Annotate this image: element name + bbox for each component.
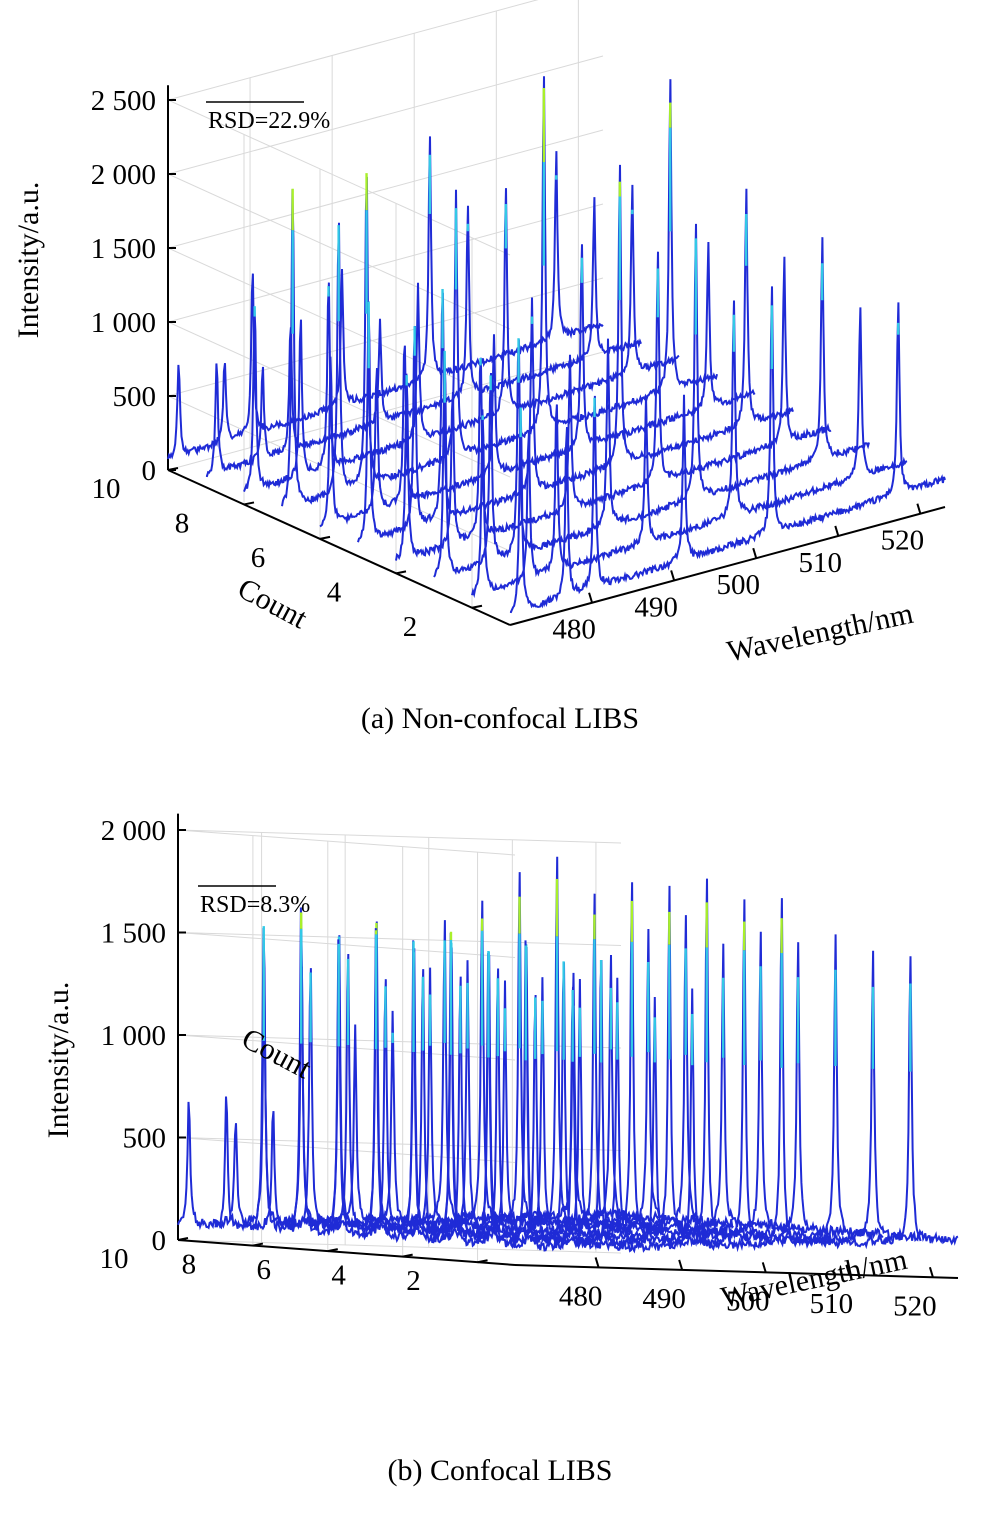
- z-tick-label: 2 500: [91, 85, 156, 117]
- y-tick: [319, 535, 331, 540]
- axes: 0 500 1 000 1 500 2 000 480 490 500 510 520 2 4 6 8 10: [100, 813, 959, 1322]
- y-tick: [167, 467, 179, 471]
- z-tick-label: 0: [142, 455, 157, 487]
- rsd-text: RSD=8.3%: [200, 892, 310, 918]
- z-tick-label: 2 000: [101, 815, 166, 847]
- spectra: [167, 76, 946, 614]
- x-tick-label: 480: [559, 1280, 603, 1312]
- x-tick-label: 520: [893, 1290, 937, 1322]
- x-tick-label: 490: [634, 591, 678, 623]
- y-tick-label: 10: [92, 473, 121, 505]
- z-tick-label: 500: [123, 1123, 167, 1155]
- panel-b: 0 500 1 000 1 500 2 000 480 490 500 510 520 2 4 6 8 10…: [42, 813, 959, 1487]
- y-tick: [177, 1237, 189, 1241]
- panel-caption: (a) Non-confocal LIBS: [361, 702, 639, 735]
- y-tick-label: 4: [327, 576, 342, 608]
- x-tick: [845, 1264, 851, 1276]
- rsd-text: RSD=22.9%: [208, 108, 330, 134]
- y-axis: [177, 1239, 516, 1266]
- y-tick: [402, 1253, 413, 1258]
- z-tick-label: 1 000: [91, 307, 156, 339]
- x-axis-label: Wavelength/nm: [724, 597, 916, 669]
- y-tick-label: 8: [182, 1249, 197, 1281]
- y-tick-label: 10: [100, 1243, 129, 1275]
- y-axis-label: Count: [236, 1022, 317, 1086]
- y-tick: [243, 501, 255, 506]
- axes: 0 500 1 000 1 500 2 000 2 500 480 490 500 510 520 2…: [91, 85, 946, 646]
- y-tick-label: 8: [175, 507, 190, 539]
- y-axis: [167, 469, 511, 626]
- spectrum-line: [205, 197, 642, 478]
- panel-caption: (b) Confocal LIBS: [388, 1454, 613, 1487]
- spectrum-line: [509, 286, 946, 614]
- y-axis-label: Count: [232, 572, 313, 636]
- x-tick-label: 520: [881, 525, 925, 557]
- spectrum-line: [433, 223, 870, 578]
- spectrum-line: [439, 878, 884, 1249]
- x-tick: [588, 592, 594, 604]
- gridline: [166, 129, 604, 404]
- x-tick-label: 500: [716, 569, 760, 601]
- y-tick: [327, 1248, 338, 1253]
- x-tick-label: 510: [810, 1288, 854, 1320]
- y-tick: [252, 1242, 264, 1247]
- x-tick: [752, 547, 758, 559]
- z-tick-label: 500: [113, 381, 157, 413]
- x-tick: [834, 525, 840, 537]
- spectrum-line: [471, 300, 908, 599]
- spectrum-line: [514, 898, 959, 1254]
- x-tick: [678, 1259, 684, 1271]
- spectrum-line: [281, 76, 718, 507]
- y-tick-label: 6: [257, 1254, 272, 1286]
- panel-a: 0 500 1 000 1 500 2 000 2 500 480 490 500 510 520 2…: [12, 0, 946, 735]
- x-tick-label: 510: [799, 547, 843, 579]
- x-tick: [928, 1266, 934, 1278]
- y-tick-label: 2: [403, 611, 418, 643]
- x-tick: [916, 503, 922, 514]
- spectra: [177, 856, 959, 1254]
- x-tick-label: 500: [726, 1285, 770, 1317]
- spectrum-line: [357, 164, 794, 543]
- y-tick-label: 6: [251, 542, 266, 574]
- z-tick-label: 1 000: [101, 1020, 166, 1052]
- gridline: [177, 932, 622, 958]
- x-tick-label: 490: [642, 1283, 686, 1315]
- x-axis: [514, 1264, 959, 1279]
- z-axis-label: Intensity/a.u.: [12, 182, 45, 339]
- y-tick: [395, 570, 407, 575]
- y-tick: [477, 1259, 488, 1264]
- spectrum-line: [319, 241, 756, 528]
- x-axis: [509, 506, 946, 626]
- z-tick-label: 2 000: [91, 159, 156, 191]
- spectrum-line: [395, 251, 832, 561]
- y-tick-label: 2: [406, 1265, 421, 1297]
- z-axis-label: Intensity/a.u.: [42, 982, 75, 1139]
- y-tick-label: 4: [331, 1260, 346, 1292]
- x-tick-label: 480: [552, 614, 596, 646]
- x-tick: [670, 570, 676, 581]
- z-tick-label: 1 500: [91, 233, 156, 265]
- z-tick-label: 0: [152, 1225, 167, 1257]
- y-tick: [471, 604, 483, 609]
- gridline: [177, 829, 622, 856]
- z-tick-label: 1 500: [101, 918, 166, 950]
- rsd-annotation: RSD=22.9%: [206, 101, 330, 134]
- x-tick: [761, 1262, 767, 1273]
- rsd-annotation: RSD=8.3%: [198, 885, 310, 918]
- gridline: [166, 55, 604, 330]
- x-tick: [594, 1257, 600, 1268]
